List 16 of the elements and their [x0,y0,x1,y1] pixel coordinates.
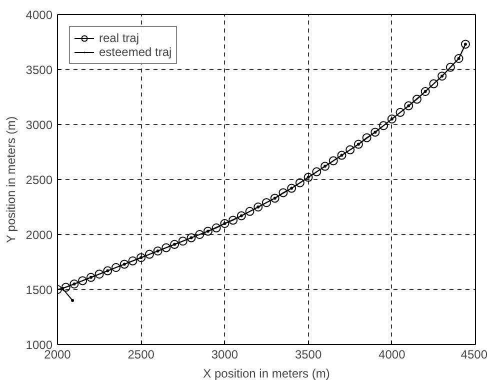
y-tick-label: 2000 [26,228,53,242]
y-tick-label: 3000 [26,118,53,132]
legend-label: esteemed traj [99,45,172,59]
x-axis-title: X position in meters (m) [203,366,330,380]
y-tick-label: 2500 [26,173,53,187]
y-axis-title: Y position in meters (m) [4,116,18,243]
x-tick-label: 3000 [211,348,238,362]
y-tick-label: 4000 [26,8,53,22]
x-tick-label: 2000 [44,348,72,362]
y-tick-label: 3500 [26,63,53,77]
x-tick-label: 4000 [378,348,406,362]
y-tick-label: 1500 [26,283,53,297]
x-tick-label: 4500 [460,348,487,362]
x-tick-label: 3500 [294,348,322,362]
legend-label: real traj [99,31,140,45]
x-tick-label: 2500 [128,348,155,362]
